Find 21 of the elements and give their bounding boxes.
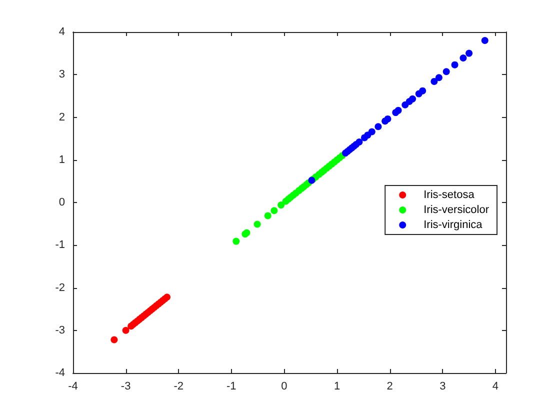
y-tick-label: -1: [55, 239, 65, 252]
y-tick-label: 1: [58, 154, 65, 166]
y-tick-label: -3: [55, 324, 65, 336]
legend-label: Iris-virginica: [424, 219, 484, 231]
x-tick-label: 2: [386, 380, 393, 392]
x-tick-label: 4: [492, 380, 498, 392]
y-tick-label: 2: [58, 111, 65, 124]
legend-label: Iris-versicolor: [424, 204, 490, 216]
x-tick-label: -4: [68, 380, 78, 392]
x-tick-label: -2: [174, 380, 184, 392]
y-tick-label: -4: [55, 367, 65, 379]
y-tick-label: 3: [58, 68, 65, 81]
legend-label: Iris-setosa: [424, 189, 476, 201]
y-tick-label: -2: [55, 282, 65, 294]
y-tick-label: 0: [58, 196, 65, 208]
x-tick-label: -3: [120, 380, 131, 392]
y-tick-label: 4: [58, 26, 65, 38]
x-tick-label: 0: [281, 380, 288, 392]
x-tick-label: 1: [334, 380, 340, 392]
x-tick-label: 3: [440, 380, 446, 392]
x-tick-label: -1: [226, 380, 236, 392]
